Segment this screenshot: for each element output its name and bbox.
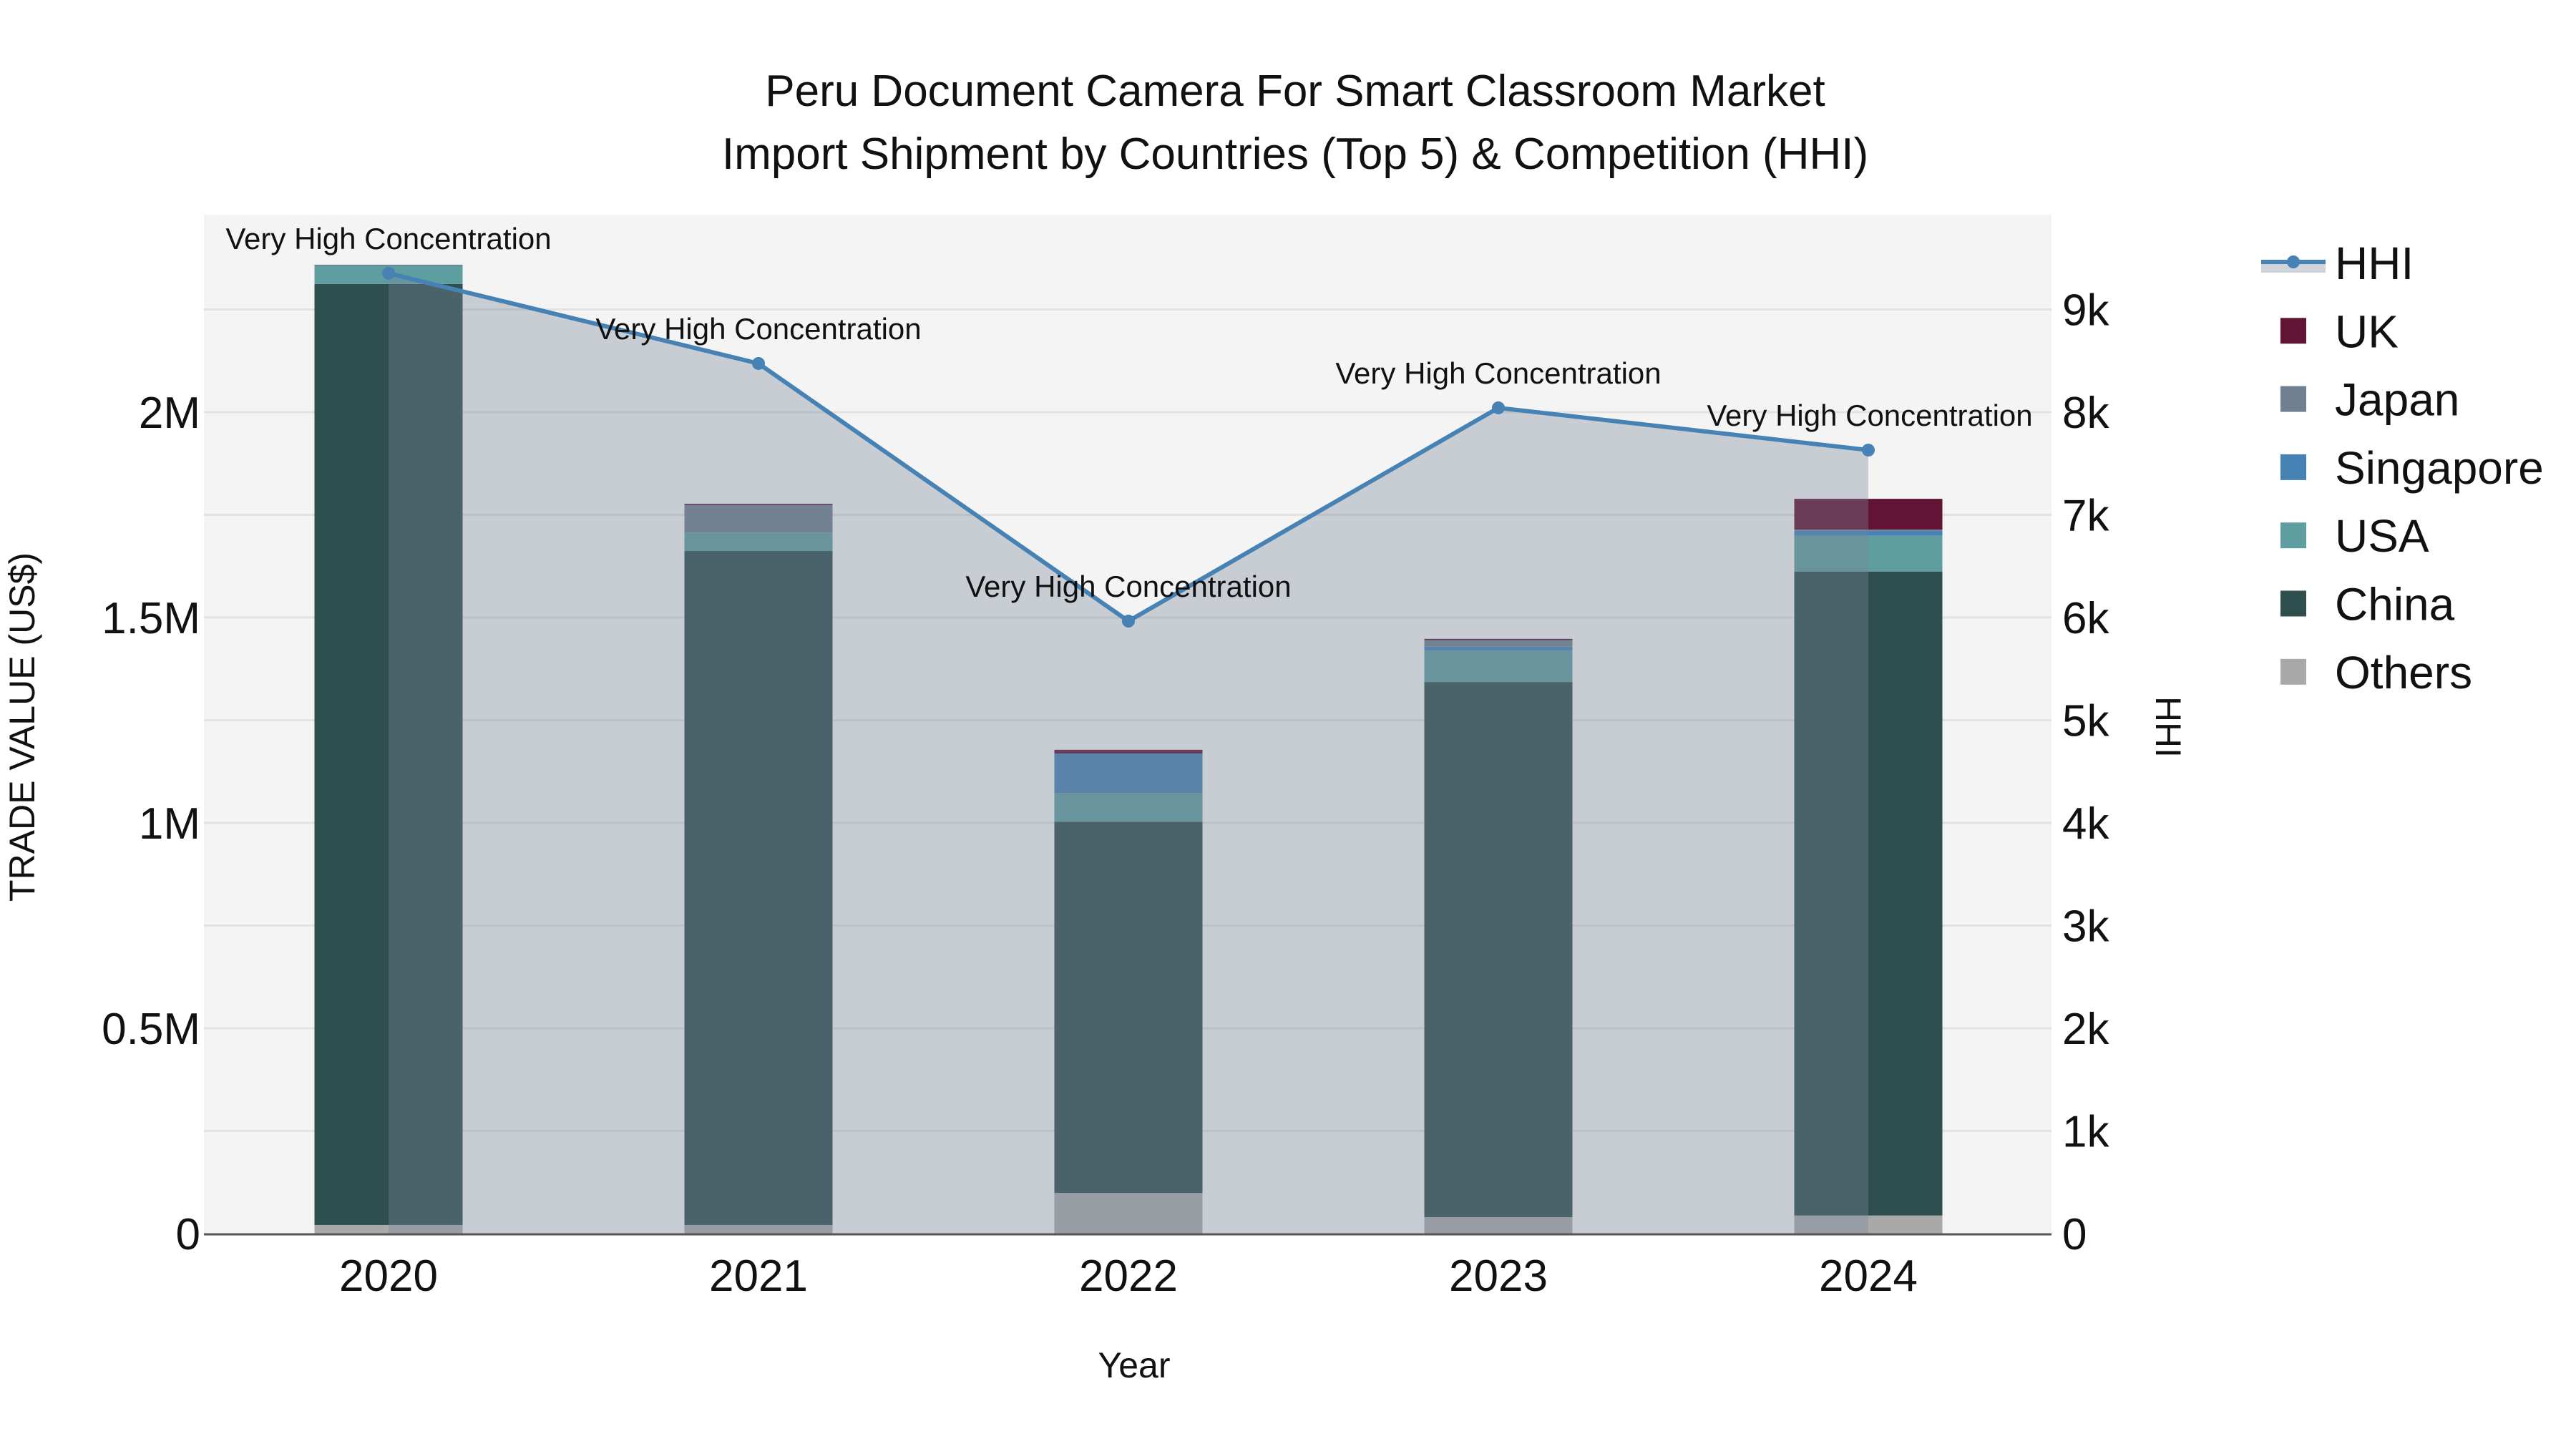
stacked-bars <box>314 264 1943 1234</box>
bar-segment-china[interactable] <box>684 551 833 1225</box>
bar-stack-2023[interactable] <box>1424 638 1573 1234</box>
hhi-annotation: Very High Concentration <box>1707 399 2032 432</box>
legend-label: China <box>2335 579 2455 630</box>
bar-segment-singapore[interactable] <box>1054 753 1203 794</box>
bar-segment-china[interactable] <box>1794 571 1943 1216</box>
y2-tick-label: 3k <box>2062 902 2109 952</box>
hhi-annotation: Very High Concentration <box>1335 356 1661 390</box>
y2-tick-label: 6k <box>2062 594 2109 643</box>
hhi-marker-2021[interactable] <box>752 356 765 370</box>
legend-swatch-icon <box>2280 590 2306 617</box>
y-tick-label: 1M <box>139 799 200 849</box>
bar-segment-uk[interactable] <box>1054 749 1203 753</box>
hhi-annotation: Very High Concentration <box>595 312 921 346</box>
y2-axis-title: HHI <box>2148 696 2188 758</box>
legend-swatch-icon <box>2280 386 2306 412</box>
bar-segment-china[interactable] <box>314 283 463 1225</box>
bar-segment-usa[interactable] <box>684 532 833 552</box>
y-tick-label: 2M <box>139 389 200 438</box>
legend-item-hhi[interactable]: HHI <box>2261 238 2414 289</box>
bar-segment-china[interactable] <box>1424 682 1573 1218</box>
legend-swatch-icon <box>2280 318 2306 344</box>
bar-segment-usa[interactable] <box>1794 535 1943 572</box>
bar-segment-japan[interactable] <box>314 264 463 266</box>
bar-segment-japan[interactable] <box>684 504 833 533</box>
bar-segment-uk[interactable] <box>1794 499 1943 530</box>
bar-segment-uk[interactable] <box>684 504 833 505</box>
bar-segment-china[interactable] <box>1054 821 1203 1194</box>
x-axis-ticks: 2020 2021 2022 2023 2024 <box>339 1252 1918 1301</box>
y2-axis-ticks: 0 1k 2k 3k 4k 5k 6k 7k 8k 9k <box>2062 286 2109 1260</box>
bar-segment-others[interactable] <box>1424 1217 1573 1234</box>
legend-label: Japan <box>2335 374 2459 426</box>
bar-segment-singapore[interactable] <box>1424 646 1573 650</box>
y-tick-label: 1.5M <box>102 594 200 643</box>
bar-stack-2020[interactable] <box>314 264 463 1234</box>
legend-item-singapore[interactable]: Singapore <box>2280 442 2544 494</box>
y2-tick-label: 1k <box>2062 1108 2109 1157</box>
bar-segment-usa[interactable] <box>1054 793 1203 822</box>
bar-segment-others[interactable] <box>1054 1193 1203 1234</box>
y2-tick-label: 9k <box>2062 286 2109 336</box>
legend-swatch-icon <box>2280 522 2306 549</box>
x-axis-title: Year <box>1098 1345 1170 1385</box>
chart-title: Peru Document Camera For Smart Classroom… <box>765 67 1825 116</box>
bar-stack-2022[interactable] <box>1054 749 1203 1234</box>
y2-tick-label: 8k <box>2062 389 2109 438</box>
y2-tick-label: 4k <box>2062 799 2109 849</box>
y-axis-title: TRADE VALUE (US$) <box>2 552 42 902</box>
legend-label: HHI <box>2335 238 2414 289</box>
legend: HHI UK Japan Singapore USA China Others <box>2261 238 2544 698</box>
y2-tick-label: 5k <box>2062 697 2109 746</box>
hhi-area <box>389 273 1868 1234</box>
hhi-marker-2020[interactable] <box>382 266 395 280</box>
annotations: Very High Concentration Very High Concent… <box>225 222 2032 603</box>
x-tick-label: 2024 <box>1819 1252 1918 1301</box>
hhi-series <box>382 266 1875 1234</box>
bar-segment-japan[interactable] <box>1794 530 1943 531</box>
bar-stack-2021[interactable] <box>684 504 833 1234</box>
bar-segment-usa[interactable] <box>1424 650 1573 683</box>
hhi-annotation: Very High Concentration <box>965 570 1291 603</box>
bar-segment-uk[interactable] <box>1424 638 1573 640</box>
legend-marker-icon <box>2287 255 2300 268</box>
legend-label: Others <box>2335 647 2472 698</box>
legend-item-china[interactable]: China <box>2280 579 2455 630</box>
legend-label: USA <box>2335 510 2429 562</box>
legend-label: Singapore <box>2335 442 2544 494</box>
y-axis-ticks: 0 0.5M 1M 1.5M 2M <box>102 389 200 1259</box>
legend-swatch-icon <box>2280 658 2306 685</box>
chart-subtitle: Import Shipment by Countries (Top 5) & C… <box>722 130 1868 179</box>
y2-tick-label: 7k <box>2062 492 2109 541</box>
x-tick-label: 2021 <box>709 1252 808 1301</box>
x-tick-label: 2020 <box>339 1252 438 1301</box>
hhi-marker-2023[interactable] <box>1492 401 1505 414</box>
bar-segment-others[interactable] <box>314 1224 463 1234</box>
hhi-annotation: Very High Concentration <box>225 222 551 255</box>
legend-item-japan[interactable]: Japan <box>2280 374 2459 426</box>
y-tick-label: 0.5M <box>102 1005 200 1054</box>
bar-segment-others[interactable] <box>684 1224 833 1234</box>
bar-segment-japan[interactable] <box>1424 640 1573 647</box>
legend-label: UK <box>2335 306 2399 357</box>
x-tick-label: 2023 <box>1449 1252 1548 1301</box>
legend-item-usa[interactable]: USA <box>2280 510 2429 562</box>
bar-segment-others[interactable] <box>1794 1215 1943 1234</box>
y2-tick-label: 0 <box>2062 1210 2087 1259</box>
y-tick-label: 0 <box>176 1210 200 1259</box>
legend-item-uk[interactable]: UK <box>2280 306 2399 357</box>
hhi-marker-2022[interactable] <box>1122 615 1135 628</box>
hhi-marker-2024[interactable] <box>1862 443 1875 457</box>
x-tick-label: 2022 <box>1079 1252 1178 1301</box>
bar-stack-2024[interactable] <box>1794 499 1943 1234</box>
bar-segment-singapore[interactable] <box>1794 530 1943 536</box>
legend-swatch-icon <box>2280 454 2306 480</box>
y2-tick-label: 2k <box>2062 1005 2109 1054</box>
legend-item-others[interactable]: Others <box>2280 647 2472 698</box>
